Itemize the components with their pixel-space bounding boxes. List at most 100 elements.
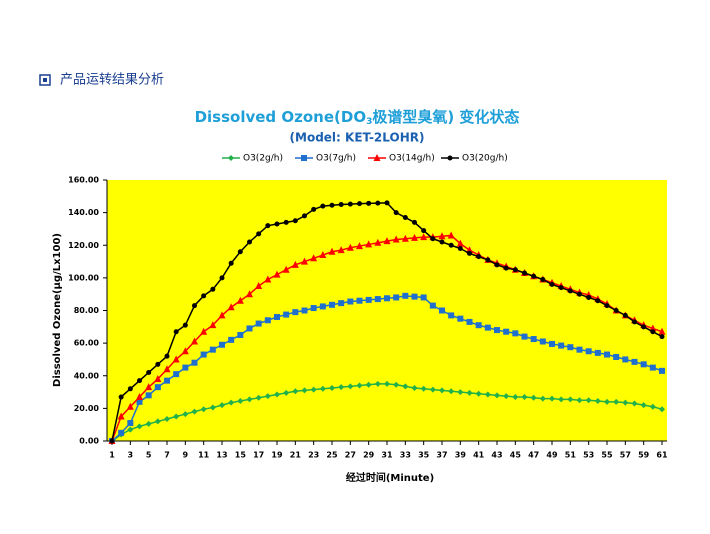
marker	[310, 254, 318, 262]
marker	[604, 351, 610, 358]
marker	[264, 275, 272, 283]
x-tick-label: 7	[164, 451, 170, 460]
marker	[126, 402, 134, 410]
marker	[301, 257, 308, 265]
marker	[127, 386, 133, 392]
x-tick-label: 29	[363, 451, 375, 460]
marker	[567, 396, 574, 403]
marker	[539, 395, 546, 402]
x-tick-label: 35	[418, 451, 430, 460]
marker	[209, 404, 216, 411]
marker	[338, 384, 345, 391]
y-tick-label: 120.00	[68, 241, 99, 250]
marker	[402, 383, 409, 390]
y-tick-label: 100.00	[68, 273, 99, 282]
marker	[274, 391, 280, 398]
marker	[613, 398, 620, 405]
marker	[118, 429, 125, 436]
marker	[641, 324, 647, 330]
legend-label: O3(20g/h)	[462, 154, 508, 164]
marker	[137, 378, 142, 384]
x-tick-label: 57	[620, 451, 631, 460]
marker	[200, 327, 208, 335]
marker	[585, 348, 592, 355]
x-tick-label: 1	[109, 451, 115, 460]
marker	[439, 387, 445, 394]
x-axis-label: 经过时间(Minute)	[346, 471, 434, 484]
marker	[292, 309, 299, 316]
marker	[475, 390, 482, 397]
marker	[401, 234, 409, 242]
marker	[475, 322, 482, 329]
marker	[494, 262, 500, 268]
marker	[201, 293, 207, 299]
y-tick-label: 60.00	[74, 339, 100, 348]
x-tick-label: 19	[271, 451, 283, 460]
marker	[319, 303, 326, 310]
y-tick-label: 160.00	[68, 176, 99, 185]
marker	[200, 406, 207, 413]
heading-icon-inner	[43, 78, 47, 82]
legend-label: O3(2g/h)	[243, 154, 283, 164]
marker	[484, 391, 491, 398]
marker	[136, 398, 143, 405]
marker	[283, 389, 290, 396]
marker	[347, 201, 353, 207]
marker	[549, 281, 555, 287]
marker	[329, 384, 335, 391]
marker	[255, 394, 262, 401]
legend-label: O3(7g/h)	[316, 154, 356, 164]
y-tick-label: 80.00	[74, 306, 100, 315]
marker	[209, 321, 217, 329]
marker	[365, 381, 372, 388]
marker	[567, 288, 573, 294]
marker	[265, 223, 271, 229]
chart-subtitle: (Model: KET-2LOHR)	[290, 131, 425, 145]
x-tick-label: 43	[491, 451, 502, 460]
marker	[310, 305, 317, 312]
marker	[246, 290, 253, 298]
marker	[384, 200, 390, 206]
marker	[456, 239, 464, 247]
marker	[539, 338, 546, 345]
x-tick-label: 13	[216, 451, 227, 460]
x-tick-label: 61	[656, 451, 668, 460]
marker	[585, 397, 592, 404]
marker	[604, 303, 610, 309]
marker	[338, 201, 344, 207]
marker	[586, 294, 592, 300]
marker	[319, 385, 326, 392]
marker	[191, 337, 198, 345]
marker	[283, 219, 289, 225]
marker	[273, 270, 281, 278]
marker	[356, 297, 363, 304]
x-tick-label: 53	[583, 451, 594, 460]
marker	[356, 242, 363, 250]
marker	[219, 402, 225, 409]
marker	[558, 342, 565, 349]
marker	[604, 398, 610, 405]
marker	[420, 233, 428, 241]
marker	[392, 235, 400, 243]
marker	[512, 267, 518, 273]
marker	[291, 260, 299, 268]
y-axis-label: Dissolved Ozone(µg/Lx100)	[52, 233, 63, 387]
x-tick-label: 23	[308, 451, 319, 460]
marker	[346, 243, 354, 251]
x-tick-label: 11	[198, 451, 210, 460]
marker	[375, 200, 381, 206]
x-tick-label: 3	[128, 451, 134, 460]
marker	[448, 312, 455, 319]
marker	[163, 365, 171, 373]
marker	[311, 206, 317, 212]
marker	[246, 325, 253, 332]
marker	[164, 353, 170, 359]
marker	[512, 393, 519, 400]
marker	[136, 392, 143, 400]
marker	[329, 301, 335, 308]
marker	[356, 382, 363, 389]
marker	[549, 340, 555, 347]
marker	[457, 246, 463, 252]
x-tick-label: 55	[601, 451, 613, 460]
x-tick-label: 21	[290, 451, 302, 460]
